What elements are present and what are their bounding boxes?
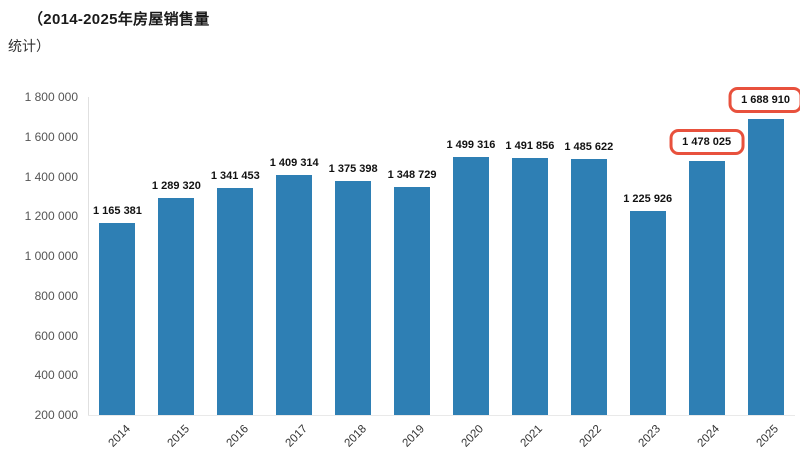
x-axis-baseline — [88, 415, 795, 416]
x-axis-tick-label: 2023 — [636, 423, 664, 450]
y-axis-tick-label: 1 800 000 — [24, 90, 78, 104]
y-axis-tick-label: 600 000 — [34, 328, 78, 343]
bar-value-label: 1 225 926 — [623, 193, 673, 206]
x-axis-tick-label: 2016 — [224, 423, 251, 450]
bar-2025 — [747, 119, 784, 415]
y-axis-tick-label: 1 600 000 — [24, 129, 78, 144]
bar-value-label: 1 165 381 — [92, 205, 142, 218]
bar-value-label: 1 341 453 — [210, 170, 260, 183]
x-axis-tick-label: 2021 — [518, 423, 546, 450]
bar-2015 — [158, 198, 195, 415]
bar-2023 — [629, 211, 666, 415]
y-axis-tick-label: 400 000 — [34, 368, 78, 383]
bar-2017 — [276, 174, 313, 415]
x-axis-tick-label: 2014 — [106, 423, 133, 450]
bar-value-label: 1 409 314 — [269, 156, 319, 169]
x-axis-tick-label: 2024 — [695, 423, 723, 450]
x-axis-tick-label: 2018 — [342, 423, 369, 450]
y-axis-tick-label: 800 000 — [34, 288, 78, 303]
bar-2016 — [217, 188, 254, 415]
bar-value-label: 1 478 025 — [682, 136, 732, 148]
y-axis-tick-label: 1 400 000 — [24, 169, 78, 184]
bar-2019 — [394, 186, 431, 415]
x-axis-tick-label: 2017 — [283, 423, 310, 450]
chart-title: （2014-2025年房屋销售量 — [28, 11, 210, 28]
x-axis-tick-label: 2025 — [754, 423, 782, 450]
bar-value-label: 1 375 398 — [328, 163, 378, 176]
bar-2018 — [335, 181, 372, 415]
bar-2022 — [570, 159, 607, 415]
y-axis-line — [88, 97, 89, 415]
bar-2021 — [511, 158, 548, 415]
x-axis-tick-label: 2020 — [459, 423, 487, 450]
highlight-box-2025: 1 688 910 — [728, 87, 800, 114]
bar-value-label: 1 289 320 — [151, 180, 201, 193]
y-axis-tick-label: 1 000 000 — [24, 249, 78, 263]
bar-2014 — [99, 223, 136, 415]
x-axis-tick-label: 2022 — [577, 423, 605, 450]
bar-value-label: 1 499 316 — [446, 138, 496, 151]
highlight-box-2024: 1 478 025 — [669, 129, 745, 155]
x-axis-tick-label: 2015 — [165, 423, 192, 450]
chart-subtitle: 统计） — [8, 38, 50, 54]
bar-value-label: 1 688 910 — [741, 94, 790, 107]
y-axis-tick-label: 200 000 — [34, 408, 78, 422]
bar-2020 — [452, 156, 489, 415]
bar-value-label: 1 348 729 — [387, 168, 437, 181]
y-axis-tick-label: 1 200 000 — [24, 209, 78, 224]
bar-2024 — [688, 160, 725, 415]
bar-value-label: 1 491 856 — [505, 140, 555, 153]
x-axis-tick-label: 2019 — [400, 423, 428, 450]
bar-value-label: 1 485 622 — [564, 141, 614, 154]
